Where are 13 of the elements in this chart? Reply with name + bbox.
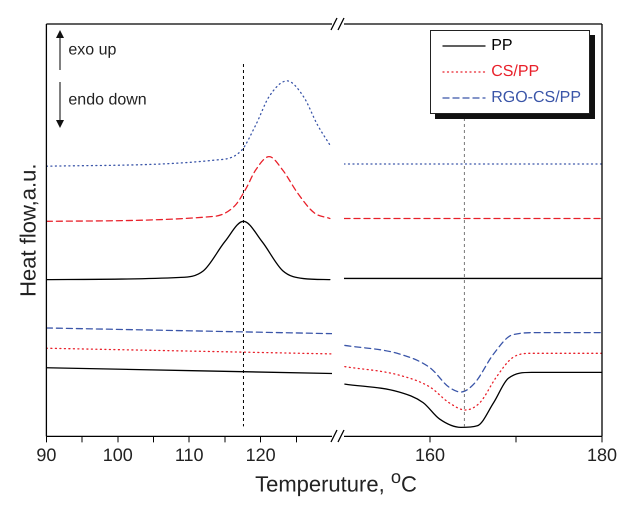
x-tick-label: 160 xyxy=(414,445,446,466)
x-tick-label: 120 xyxy=(246,445,276,466)
x-axis-title: Temperuture, $^{o}$C xyxy=(254,466,418,498)
x-tick-label: 90 xyxy=(36,445,56,466)
y-axis-title: Heat flow,a.u. xyxy=(15,164,40,297)
text: exo up xyxy=(68,41,117,58)
legend-label: CS/PP xyxy=(491,62,540,82)
x-tick-label: 110 xyxy=(174,445,204,466)
annotation: endo down xyxy=(68,91,147,108)
legend-label: PP xyxy=(491,36,513,56)
x-tick-label: 100 xyxy=(102,445,133,466)
legend-label: RGO-CS/PP xyxy=(491,88,581,108)
x-tick-label: 180 xyxy=(586,445,618,466)
